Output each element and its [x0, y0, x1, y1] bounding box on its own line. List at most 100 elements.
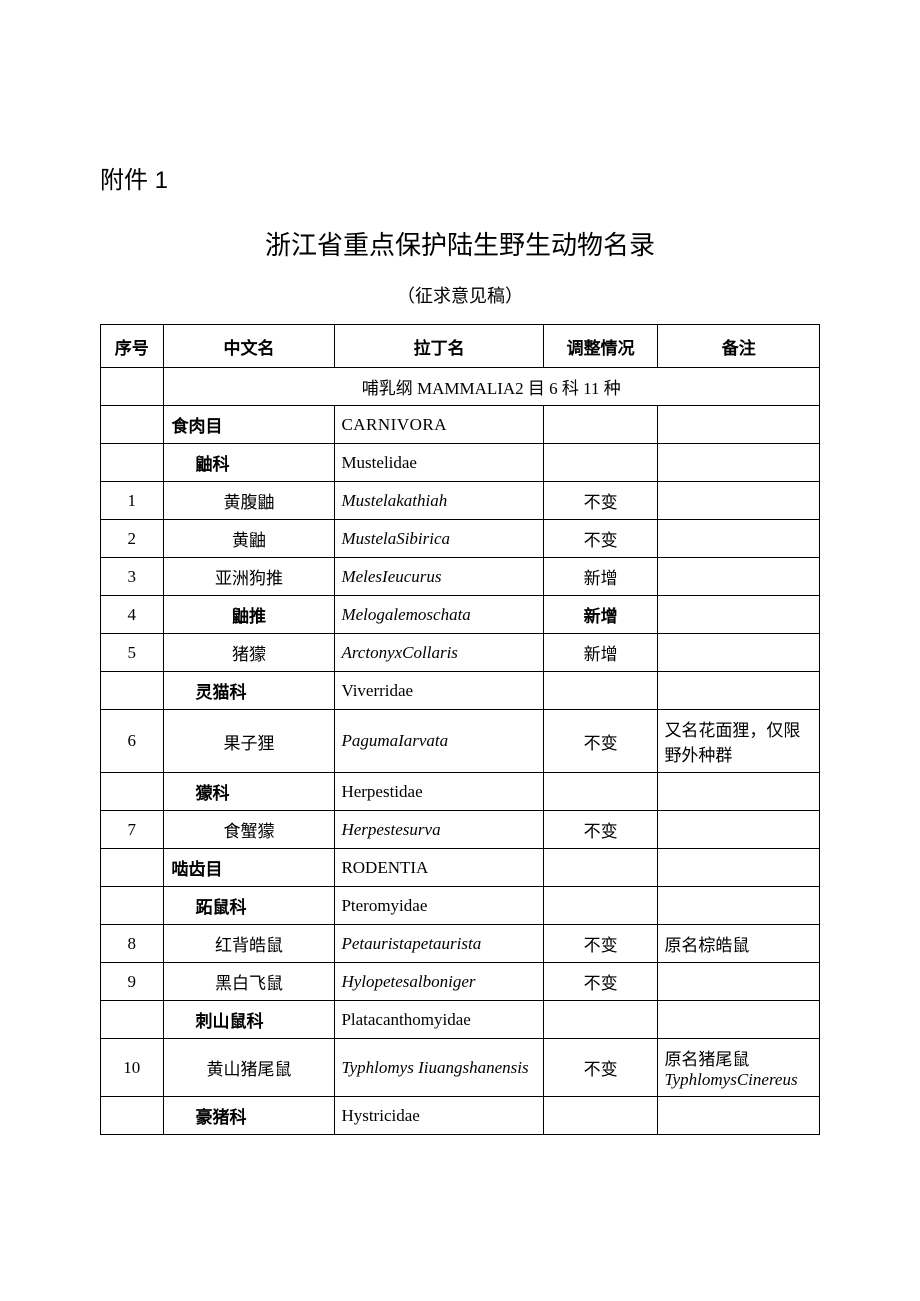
species-status: 不变: [543, 811, 658, 849]
species-status: 新增: [543, 634, 658, 672]
note-italic: TyphlomysCinereus: [664, 1070, 797, 1089]
species-note: [658, 482, 820, 520]
family-latin: Mustelidae: [335, 444, 543, 482]
species-note: [658, 634, 820, 672]
family-idx: [101, 887, 164, 925]
family-cn: 刺山鼠科: [163, 1001, 335, 1039]
species-cn: 黄山猪尾鼠: [163, 1039, 335, 1097]
species-table: 序号 中文名 拉丁名 调整情况 备注 哺乳纲 MAMMALIA2 目 6 科 1…: [100, 324, 820, 1135]
species-cn: 鼬推: [163, 596, 335, 634]
family-row: 獴科 Herpestidae: [101, 773, 820, 811]
order-idx: [101, 849, 164, 887]
species-status: 新增: [543, 558, 658, 596]
family-idx: [101, 1001, 164, 1039]
species-cn: 红背皓鼠: [163, 925, 335, 963]
species-idx: 1: [101, 482, 164, 520]
species-latin: Herpestesurva: [335, 811, 543, 849]
order-status: [543, 406, 658, 444]
species-latin: MustelaSibirica: [335, 520, 543, 558]
species-cn: 黄腹鼬: [163, 482, 335, 520]
species-latin: Melogalemoschata: [335, 596, 543, 634]
family-note: [658, 1001, 820, 1039]
species-note: [658, 596, 820, 634]
family-latin: Platacanthomyidae: [335, 1001, 543, 1039]
family-note: [658, 773, 820, 811]
family-row: 豪猪科 Hystricidae: [101, 1097, 820, 1135]
table-row: 10 黄山猪尾鼠 Typhlomys Iiuangshanensis 不变 原名…: [101, 1039, 820, 1097]
note-prefix: 原名猪尾鼠: [664, 1050, 749, 1069]
family-idx: [101, 773, 164, 811]
species-idx: 5: [101, 634, 164, 672]
order-note: [658, 849, 820, 887]
family-row: 跖鼠科 Pteromyidae: [101, 887, 820, 925]
family-cn: 獴科: [163, 773, 335, 811]
order-idx: [101, 406, 164, 444]
family-latin: Herpestidae: [335, 773, 543, 811]
order-latin: RODENTIA: [335, 849, 543, 887]
species-note: [658, 811, 820, 849]
class-section-row: 哺乳纲 MAMMALIA2 目 6 科 11 种: [101, 368, 820, 406]
species-cn: 猪獴: [163, 634, 335, 672]
page-subtitle: （征求意见稿）: [100, 282, 820, 308]
species-note: [658, 558, 820, 596]
attachment-label: 附件 1: [100, 160, 820, 195]
family-idx: [101, 1097, 164, 1135]
species-idx: 10: [101, 1039, 164, 1097]
species-idx: 4: [101, 596, 164, 634]
family-cn: 跖鼠科: [163, 887, 335, 925]
species-latin: MelesIeucurus: [335, 558, 543, 596]
species-note: [658, 520, 820, 558]
family-status: [543, 887, 658, 925]
table-row: 7 食蟹獴 Herpestesurva 不变: [101, 811, 820, 849]
family-status: [543, 1097, 658, 1135]
class-section-idx: [101, 368, 164, 406]
species-idx: 8: [101, 925, 164, 963]
table-row: 5 猪獴 ArctonyxCollaris 新增: [101, 634, 820, 672]
species-status: 不变: [543, 482, 658, 520]
species-status: 新增: [543, 596, 658, 634]
table-row: 1 黄腹鼬 Mustelakathiah 不变: [101, 482, 820, 520]
header-status: 调整情况: [543, 325, 658, 368]
family-note: [658, 672, 820, 710]
species-latin: Typhlomys Iiuangshanensis: [335, 1039, 543, 1097]
page-title: 浙江省重点保护陆生野生动物名录: [100, 225, 820, 262]
order-cn: 啮齿目: [163, 849, 335, 887]
family-note: [658, 444, 820, 482]
species-idx: 2: [101, 520, 164, 558]
family-latin: Hystricidae: [335, 1097, 543, 1135]
family-status: [543, 773, 658, 811]
species-cn: 黄鼬: [163, 520, 335, 558]
species-idx: 7: [101, 811, 164, 849]
species-latin: Petauristapetaurista: [335, 925, 543, 963]
species-note: [658, 963, 820, 1001]
table-row: 4 鼬推 Melogalemoschata 新增: [101, 596, 820, 634]
species-latin: Hylopetesalboniger: [335, 963, 543, 1001]
family-cn: 灵猫科: [163, 672, 335, 710]
species-idx: 9: [101, 963, 164, 1001]
species-status: 不变: [543, 925, 658, 963]
family-status: [543, 444, 658, 482]
species-note: 又名花面狸，仅限野外种群: [658, 710, 820, 773]
order-row: 啮齿目 RODENTIA: [101, 849, 820, 887]
family-row: 刺山鼠科 Platacanthomyidae: [101, 1001, 820, 1039]
order-status: [543, 849, 658, 887]
species-idx: 6: [101, 710, 164, 773]
table-row: 6 果子狸 PagumaIarvata 不变 又名花面狸，仅限野外种群: [101, 710, 820, 773]
order-latin: CARNIVORA: [335, 406, 543, 444]
family-status: [543, 672, 658, 710]
species-status: 不变: [543, 710, 658, 773]
header-idx: 序号: [101, 325, 164, 368]
family-latin: Viverridae: [335, 672, 543, 710]
family-cn: 豪猪科: [163, 1097, 335, 1135]
family-note: [658, 1097, 820, 1135]
species-cn: 亚洲狗推: [163, 558, 335, 596]
species-note: 原名棕皓鼠: [658, 925, 820, 963]
order-row: 食肉目 CARNIVORA: [101, 406, 820, 444]
family-cn: 鼬科: [163, 444, 335, 482]
species-status: 不变: [543, 1039, 658, 1097]
species-latin: ArctonyxCollaris: [335, 634, 543, 672]
family-row: 鼬科 Mustelidae: [101, 444, 820, 482]
header-latin: 拉丁名: [335, 325, 543, 368]
species-idx: 3: [101, 558, 164, 596]
species-status: 不变: [543, 520, 658, 558]
